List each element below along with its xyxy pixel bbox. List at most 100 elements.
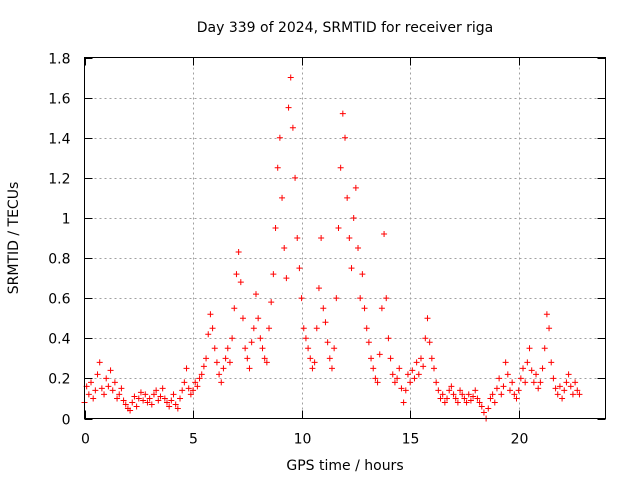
data-point	[213, 359, 220, 366]
data-point	[424, 315, 431, 322]
data-point	[530, 379, 537, 386]
data-point	[409, 367, 416, 374]
data-point	[148, 401, 155, 408]
data-point	[259, 345, 266, 352]
data-point	[185, 385, 192, 392]
data-point	[378, 305, 385, 312]
y-axis-label: SRMTID / TECUs	[6, 182, 22, 295]
data-point	[465, 391, 472, 398]
data-point	[296, 265, 303, 272]
data-point	[229, 335, 236, 342]
data-point	[394, 375, 401, 382]
data-point	[179, 387, 186, 394]
data-point	[218, 379, 225, 386]
data-point	[363, 325, 370, 332]
data-point	[404, 371, 411, 378]
data-point	[207, 311, 214, 318]
data-point	[467, 397, 474, 404]
data-point	[485, 405, 492, 412]
y-tick-label: 0	[62, 413, 71, 429]
data-point	[298, 295, 305, 302]
data-point	[96, 359, 103, 366]
chart-title: Day 339 of 2024, SRMTID for receiver rig…	[197, 20, 494, 36]
data-point	[411, 375, 418, 382]
plot-frame	[84, 57, 606, 419]
data-point	[163, 399, 170, 406]
axis-tick-labels: 0 0.2 0.4 0.6 0.8 1 1.2 1.4 1.6 1.8 0 5 10 15 20	[48, 52, 528, 448]
data-point	[396, 365, 403, 372]
data-point	[274, 164, 281, 171]
data-point	[222, 355, 229, 362]
data-point	[368, 355, 375, 362]
data-point	[181, 379, 188, 386]
data-point	[144, 399, 151, 406]
data-point	[127, 407, 134, 414]
data-point	[511, 391, 518, 398]
data-point	[172, 401, 179, 408]
x-tick-label: 15	[402, 432, 420, 448]
data-point	[572, 379, 579, 386]
data-point	[224, 345, 231, 352]
data-point	[266, 325, 273, 332]
data-point	[546, 325, 553, 332]
data-point	[533, 371, 540, 378]
data-point	[272, 224, 279, 231]
data-point	[170, 391, 177, 398]
data-point	[365, 339, 372, 346]
data-point	[355, 245, 362, 252]
data-point	[187, 391, 194, 398]
data-point	[92, 387, 99, 394]
data-point	[344, 194, 351, 201]
data-point	[541, 345, 548, 352]
data-point	[448, 383, 455, 390]
data-point	[263, 359, 270, 366]
data-point	[526, 345, 533, 352]
data-point	[276, 134, 283, 141]
data-point	[320, 305, 327, 312]
data-point	[496, 375, 503, 382]
data-point	[313, 325, 320, 332]
data-point	[522, 379, 529, 386]
data-point	[285, 104, 292, 111]
data-point	[556, 383, 563, 390]
data-point	[252, 291, 259, 298]
data-point	[357, 295, 364, 302]
data-point	[246, 365, 253, 372]
data-point	[339, 110, 346, 117]
data-point	[389, 371, 396, 378]
data-point	[376, 351, 383, 358]
data-point	[435, 387, 442, 394]
data-point	[166, 403, 173, 410]
data-point	[307, 355, 314, 362]
data-point	[437, 395, 444, 402]
x-tick-label: 10	[294, 432, 312, 448]
data-point	[535, 385, 542, 392]
x-tick-label: 0	[81, 432, 90, 448]
data-point	[283, 275, 290, 282]
data-point	[515, 387, 522, 394]
data-point	[576, 391, 583, 398]
data-point	[111, 379, 118, 386]
data-point	[398, 385, 405, 392]
data-point	[150, 391, 157, 398]
data-point	[552, 385, 559, 392]
data-point	[554, 391, 561, 398]
data-point	[309, 365, 316, 372]
data-point	[450, 391, 457, 398]
data-point	[198, 371, 205, 378]
data-point	[335, 224, 342, 231]
y-tick-label: 1.8	[48, 52, 70, 68]
data-point	[203, 355, 210, 362]
data-point	[244, 355, 251, 362]
data-point	[524, 359, 531, 366]
data-point	[559, 395, 566, 402]
data-point	[359, 271, 366, 278]
data-point	[407, 379, 414, 386]
data-point	[131, 393, 138, 400]
data-point	[333, 295, 340, 302]
data-point	[431, 365, 438, 372]
data-point	[261, 355, 268, 362]
data-point	[120, 397, 127, 404]
y-tick-label: 1.2	[48, 172, 70, 188]
